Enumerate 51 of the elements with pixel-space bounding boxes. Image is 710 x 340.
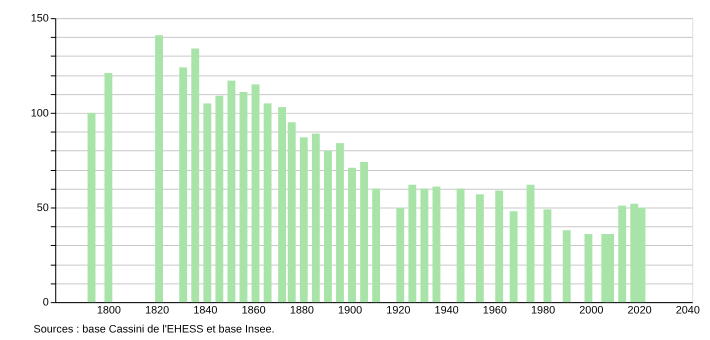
x-tick-label: 1980	[531, 304, 556, 316]
bar	[191, 48, 200, 302]
x-tick-label: 1940	[434, 304, 459, 316]
bar	[288, 122, 296, 302]
bar	[526, 184, 534, 302]
x-tick-label: 2040	[676, 304, 700, 316]
bar	[179, 67, 188, 302]
x-tick-label: 2000	[579, 304, 604, 316]
bar	[278, 107, 286, 302]
bar	[372, 188, 380, 302]
bar	[227, 80, 236, 302]
x-tick-label: 1800	[96, 304, 121, 316]
bar	[360, 162, 368, 302]
bar	[324, 150, 332, 302]
bar	[252, 84, 260, 302]
bar	[584, 234, 592, 302]
bar	[495, 190, 504, 302]
bar	[543, 209, 552, 302]
x-tick-label: 1960	[482, 304, 507, 316]
bar	[240, 92, 248, 302]
bar	[104, 73, 112, 302]
bar	[348, 168, 356, 302]
bar	[203, 103, 212, 302]
y-tick-label: 50	[36, 202, 49, 214]
bar	[562, 230, 571, 302]
bar	[336, 143, 344, 302]
bar	[264, 103, 272, 302]
bar	[432, 186, 440, 302]
bar	[396, 207, 404, 302]
bar	[312, 134, 320, 302]
bar	[456, 188, 465, 302]
x-tick-label: 1820	[145, 304, 170, 316]
y-tick-label: 100	[30, 107, 49, 120]
x-tick-label: 1900	[338, 304, 362, 316]
x-tick-label: 1880	[290, 304, 314, 316]
bar	[88, 112, 96, 302]
source-note: Sources : base Cassini de l'EHESS et base Insee.	[34, 324, 275, 336]
bar	[510, 211, 518, 302]
x-tick-label: 2020	[628, 304, 652, 316]
y-tick-label: 0	[42, 296, 49, 309]
bar	[476, 194, 484, 302]
x-tick-label: 1860	[242, 304, 266, 316]
x-tick-label: 1920	[386, 304, 410, 316]
x-tick-label: 1840	[193, 304, 218, 316]
bar	[300, 137, 308, 302]
bar	[420, 188, 428, 302]
bar	[155, 35, 163, 302]
bar	[618, 206, 626, 302]
y-tick-label: 150	[30, 12, 49, 25]
bar	[215, 96, 224, 302]
bar	[408, 184, 416, 302]
